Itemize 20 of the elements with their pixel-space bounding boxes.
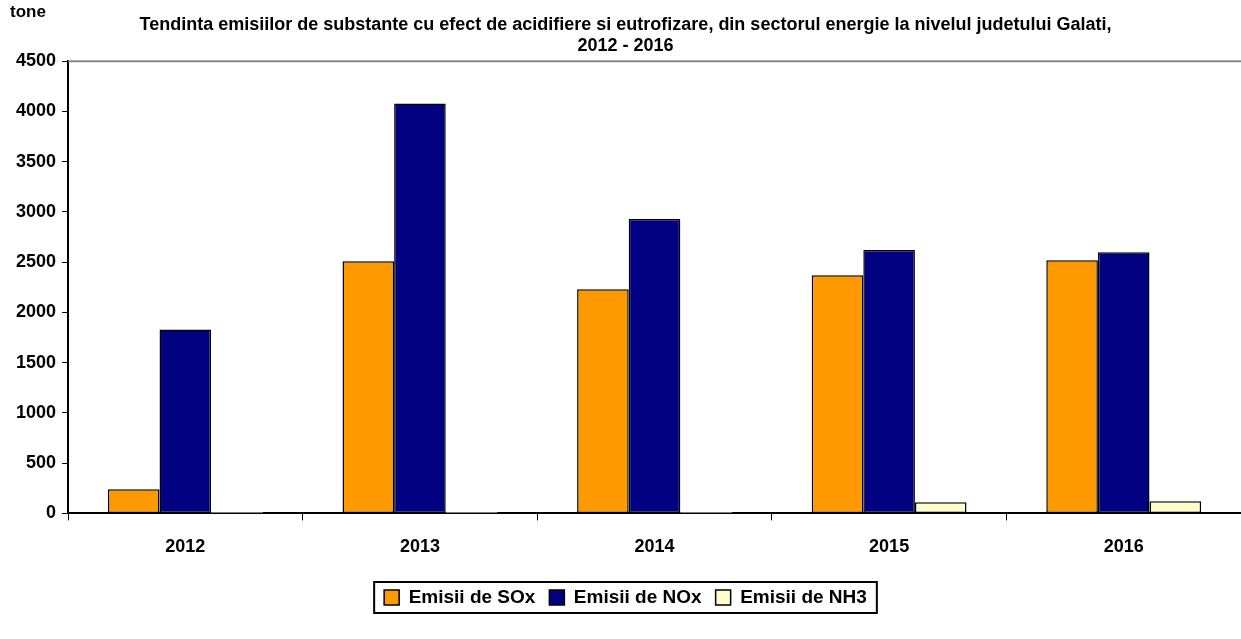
y-tick-label: 3500	[16, 150, 57, 171]
x-tick-label: 2015	[869, 536, 910, 557]
y-tick-label: 4000	[16, 100, 57, 121]
y-tick-label: 1000	[16, 401, 57, 422]
x-tick-label: 2012	[165, 536, 206, 557]
chart-title: Tendinta emisiilor de substante cu efect de acidifiere si eutrofizare, din sectorul energie la nivelul judetului Galati, 2012 - 2016	[139, 13, 1112, 56]
y-tick-label: 2000	[16, 301, 57, 322]
y-axis-title: tone	[10, 2, 46, 22]
x-tick-label: 2016	[1103, 536, 1144, 557]
y-tick-label: 500	[26, 452, 57, 473]
y-tick-label: 4500	[16, 50, 57, 71]
y-tick-label: 3000	[16, 200, 57, 221]
legend-label: Emisii de NOx	[573, 585, 703, 607]
y-tick-label: 1500	[16, 351, 57, 372]
y-tick-label: 2500	[16, 251, 57, 272]
legend-label: Emisii de NH3	[740, 585, 867, 607]
legend-label: Emisii de SOx	[408, 585, 536, 607]
y-tick-label: 0	[46, 502, 57, 523]
x-tick-label: 2013	[399, 536, 440, 557]
x-tick-label: 2014	[634, 536, 675, 557]
